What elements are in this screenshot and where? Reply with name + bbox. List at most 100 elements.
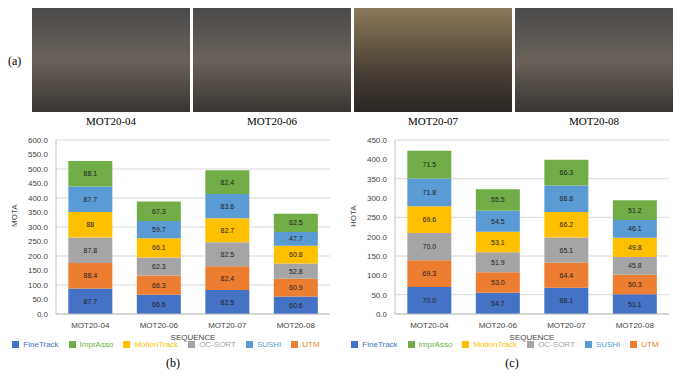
svg-text:MOT20-06: MOT20-06 (140, 321, 179, 330)
svg-text:88.1: 88.1 (84, 170, 98, 177)
html-text:MOT20-07: MOT20-07 (407, 115, 458, 127)
svg-text:250.0: 250.0 (367, 213, 388, 222)
html-text:ImprAsso: ImprAsso (79, 340, 114, 349)
html-text:ImprAsso: ImprAsso (418, 340, 453, 349)
svg-text:100.0: 100.0 (28, 281, 49, 290)
svg-text:550.0: 550.0 (28, 150, 49, 159)
svg-text:500.0: 500.0 (28, 165, 49, 174)
svg-text:71.5: 71.5 (423, 161, 437, 168)
svg-text:50.0: 50.0 (371, 291, 387, 300)
svg-text:300.0: 300.0 (367, 194, 388, 203)
svg-text:82.5: 82.5 (221, 251, 235, 258)
html-text:OC-SORT: OC-SORT (538, 340, 575, 349)
svg-text:350.0: 350.0 (367, 175, 388, 184)
svg-text:450.0: 450.0 (28, 179, 49, 188)
svg-text:MOT20-08: MOT20-08 (616, 321, 655, 330)
svg-text:47.7: 47.7 (289, 235, 303, 242)
html-text:MOT20-06: MOT20-06 (246, 115, 297, 127)
svg-text:88: 88 (86, 221, 94, 228)
svg-text:82.4: 82.4 (221, 179, 235, 186)
svg-text:64.4: 64.4 (560, 272, 574, 279)
svg-text:SEQUENCE: SEQUENCE (510, 333, 555, 342)
svg-text:82.4: 82.4 (221, 275, 235, 282)
svg-text:51.9: 51.9 (491, 259, 505, 266)
svg-text:67.3: 67.3 (152, 208, 166, 215)
svg-text:68.1: 68.1 (560, 297, 574, 304)
svg-text:200.0: 200.0 (28, 252, 49, 261)
svg-text:SEQUENCE: SEQUENCE (171, 333, 216, 342)
svg-text:200.0: 200.0 (367, 233, 388, 242)
svg-text:53.0: 53.0 (491, 279, 505, 286)
svg-text:MOT20-08: MOT20-08 (277, 321, 316, 330)
svg-text:87.7: 87.7 (84, 196, 98, 203)
svg-text:HOTA: HOTA (349, 205, 358, 227)
html-text:MotionTrack: MotionTrack (134, 340, 179, 349)
svg-text:400.0: 400.0 (28, 194, 49, 203)
svg-text:66.3: 66.3 (152, 282, 166, 289)
svg-text:70.0: 70.0 (423, 297, 437, 304)
html-text:(c): (c) (505, 356, 519, 370)
svg-text:66.2: 66.2 (560, 221, 574, 228)
svg-text:55.5: 55.5 (491, 196, 505, 203)
html-text:FineTrack: FineTrack (23, 340, 59, 349)
html-text:MOT20-04: MOT20-04 (85, 115, 136, 127)
svg-text:250.0: 250.0 (28, 237, 49, 246)
html-text:SUSHI: SUSHI (256, 340, 282, 349)
svg-text:60.6: 60.6 (289, 302, 303, 309)
svg-text:60.9: 60.9 (289, 284, 303, 291)
svg-text:54.7: 54.7 (491, 300, 505, 307)
svg-text:50.0: 50.0 (32, 295, 48, 304)
svg-text:65.1: 65.1 (560, 247, 574, 254)
svg-text:59.7: 59.7 (152, 226, 166, 233)
svg-text:MOT20-06: MOT20-06 (479, 321, 518, 330)
svg-text:69.6: 69.6 (423, 216, 437, 223)
svg-text:88.4: 88.4 (84, 272, 98, 279)
svg-text:100.0: 100.0 (367, 271, 388, 280)
html-text:MotionTrack: MotionTrack (473, 340, 518, 349)
html-text:UTM: UTM (302, 340, 320, 349)
svg-text:150.0: 150.0 (28, 266, 49, 275)
svg-text:83.6: 83.6 (221, 203, 235, 210)
svg-text:MOT20-07: MOT20-07 (208, 321, 247, 330)
svg-text:51.2: 51.2 (628, 207, 642, 214)
svg-text:0.0: 0.0 (376, 310, 388, 319)
html-text:FineTrack: FineTrack (362, 340, 398, 349)
svg-text:MOT20-04: MOT20-04 (71, 321, 110, 330)
svg-text:45.8: 45.8 (628, 262, 642, 269)
svg-text:62.3: 62.3 (152, 263, 166, 270)
svg-text:66.1: 66.1 (152, 244, 166, 251)
svg-text:87.7: 87.7 (84, 298, 98, 305)
svg-text:400.0: 400.0 (367, 155, 388, 164)
svg-text:60.8: 60.8 (289, 251, 303, 258)
svg-text:82.7: 82.7 (221, 227, 235, 234)
svg-text:MOTA: MOTA (10, 204, 19, 227)
svg-text:52.8: 52.8 (289, 268, 303, 275)
svg-text:46.1: 46.1 (628, 225, 642, 232)
svg-text:450.0: 450.0 (367, 136, 388, 145)
html-text:(a): (a) (8, 54, 22, 68)
svg-text:MOT20-04: MOT20-04 (410, 321, 449, 330)
svg-text:68.8: 68.8 (560, 195, 574, 202)
svg-text:150.0: 150.0 (367, 252, 388, 261)
svg-text:50.3: 50.3 (628, 281, 642, 288)
svg-text:49.8: 49.8 (628, 244, 642, 251)
html-text:MOT20-08: MOT20-08 (568, 115, 619, 127)
svg-text:69.3: 69.3 (423, 270, 437, 277)
svg-text:51.1: 51.1 (628, 301, 642, 308)
svg-text:54.5: 54.5 (491, 218, 505, 225)
svg-text:MOT20-07: MOT20-07 (547, 321, 586, 330)
svg-text:350.0: 350.0 (28, 208, 49, 217)
svg-text:87.8: 87.8 (84, 247, 98, 254)
html-text:OC-SORT: OC-SORT (199, 340, 236, 349)
svg-text:0.0: 0.0 (37, 310, 49, 319)
svg-text:62.5: 62.5 (289, 219, 303, 226)
svg-text:53.1: 53.1 (491, 239, 505, 246)
svg-text:70.0: 70.0 (423, 243, 437, 250)
svg-text:66.6: 66.6 (152, 301, 166, 308)
svg-text:300.0: 300.0 (28, 223, 49, 232)
svg-text:66.3: 66.3 (560, 169, 574, 176)
svg-text:600.0: 600.0 (28, 136, 49, 145)
html-text:(b): (b) (166, 356, 180, 370)
svg-text:82.5: 82.5 (221, 299, 235, 306)
svg-text:71.8: 71.8 (423, 189, 437, 196)
